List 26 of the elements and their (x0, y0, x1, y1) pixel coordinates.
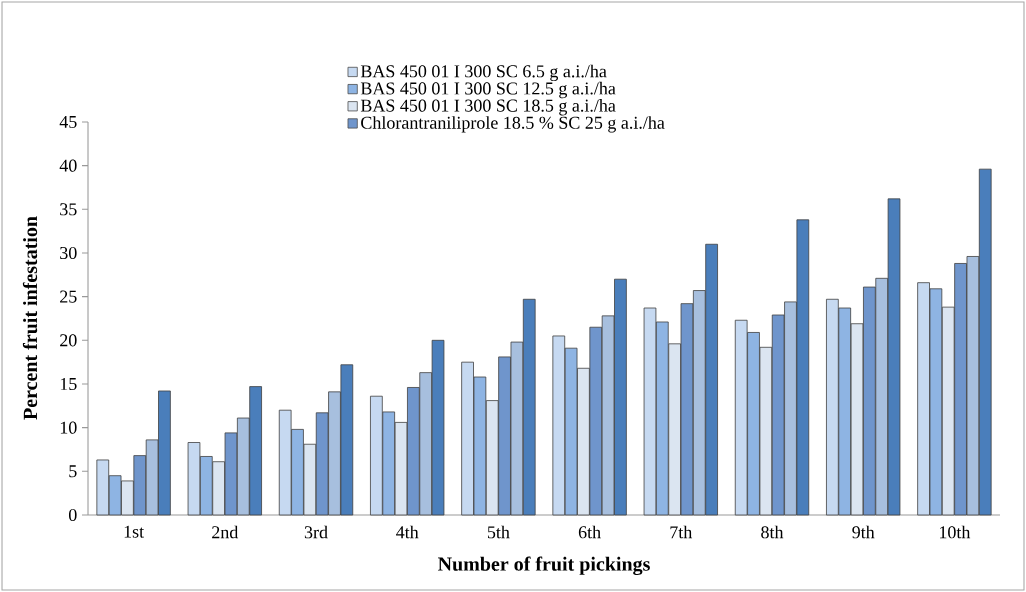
x-tick-label: 6th (578, 525, 601, 539)
y-tick-label: 45 (59, 115, 77, 128)
x-tick-label: 7th (670, 525, 693, 539)
y-tick-label: 30 (60, 246, 77, 260)
x-tick-label: 5th (487, 525, 510, 539)
y-tick-label: 5 (69, 465, 77, 478)
legend-label: Chlorantraniliprole 18.5 % SC 25 g a.i./ha (361, 116, 665, 133)
x-tick-label: 1st (124, 525, 144, 538)
x-tick-label: 4th (396, 525, 419, 539)
y-tick-label: 20 (60, 334, 77, 347)
y-tick-label: 35 (60, 203, 77, 216)
x-tick-label: 10th (939, 525, 971, 539)
y-axis-title: Percent fruit infestation (22, 216, 38, 420)
x-tick-label: 8th (761, 525, 784, 539)
y-tick-label: 25 (60, 290, 77, 303)
y-tick-label: 10 (60, 421, 77, 434)
x-tick-label: 9th (852, 525, 875, 539)
y-tick-label: 0 (68, 508, 77, 522)
x-axis-title: Number of fruit pickings (437, 556, 650, 576)
y-tick-label: 40 (59, 159, 77, 172)
x-tick-label: 3rd (304, 525, 328, 539)
legend-label: BAS 450 01 I 300 SC 12.5 g a.i./ha (360, 81, 616, 99)
y-tick-label: 15 (60, 377, 77, 391)
legend-label: BAS 450 01 I 300 SC 18.5 g a.i./ha (360, 99, 616, 116)
x-tick-label: 2nd (212, 525, 239, 539)
legend-label: BAS 450 01 I 300 SC 6.5 g a.i./ha (360, 64, 607, 82)
